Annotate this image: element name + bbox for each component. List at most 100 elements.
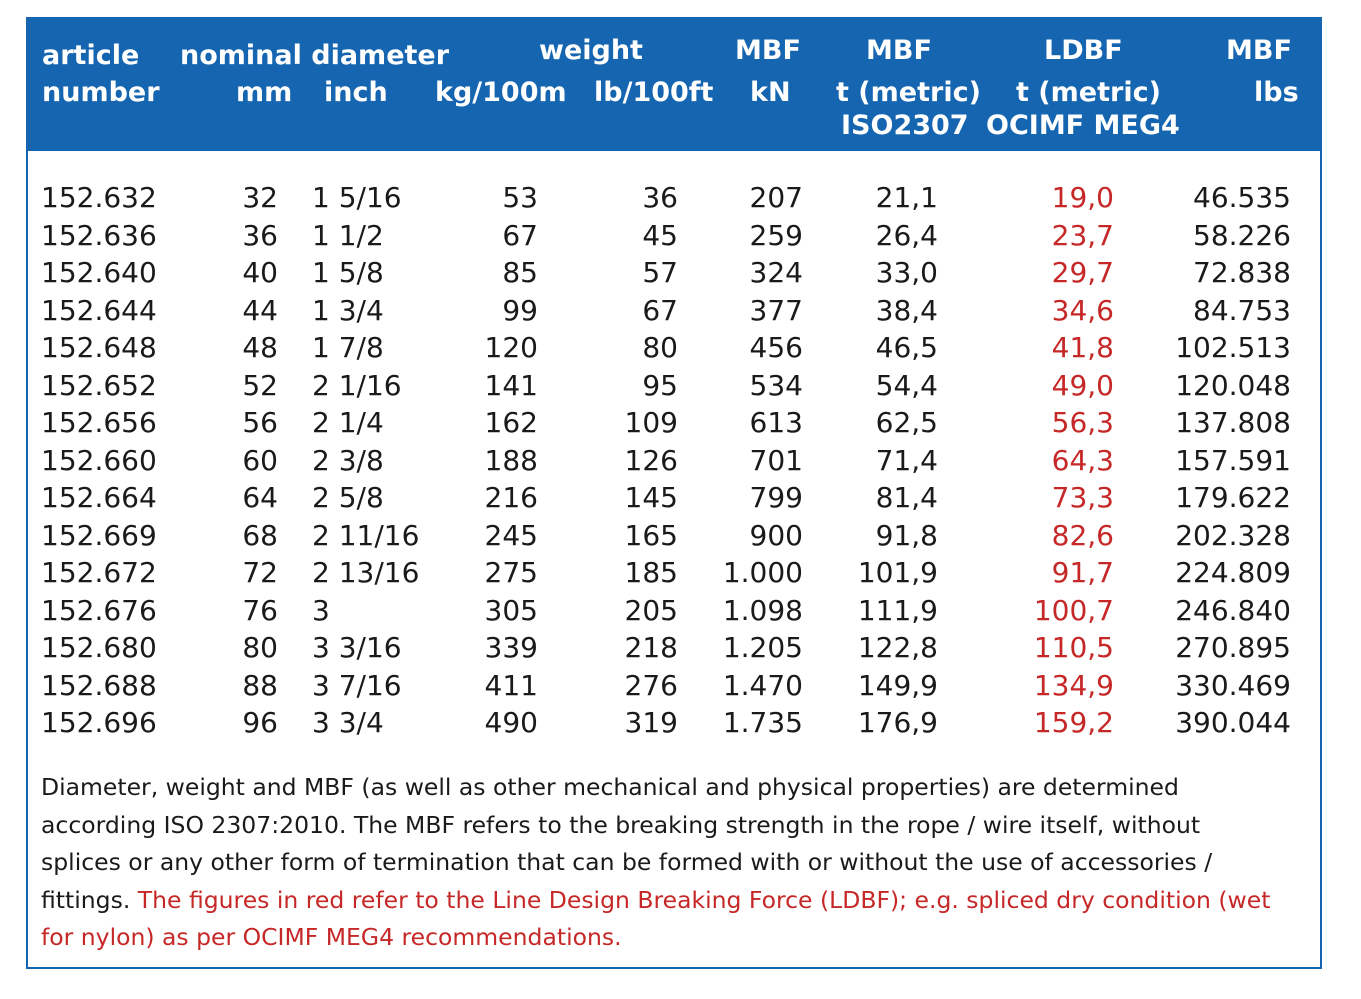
cell-article-number: 152.632 <box>41 181 157 214</box>
cell-mbf-lbs: 246.840 <box>1175 593 1291 627</box>
cell-diameter-mm: 40 <box>242 256 278 289</box>
cell-weight-kg: 216 <box>484 481 538 514</box>
table-header: article number nominal diameter mm inch … <box>28 19 1320 151</box>
cell-mbf-lbs: 102.513 <box>1175 331 1291 364</box>
cell-diameter-inch: 2 13/16 <box>312 556 420 589</box>
header-inch: inch <box>324 77 388 108</box>
cell-diameter-inch: 1 5/16 <box>312 181 402 214</box>
cell-ldbf-t: 23,7 <box>1051 218 1114 252</box>
cell-weight-kg: 53 <box>502 181 538 214</box>
cell-mbf-kn: 613 <box>749 406 803 439</box>
cell-weight-lb: 145 <box>624 481 678 514</box>
cell-diameter-mm: 68 <box>242 518 278 552</box>
cell-mbf-kn: 799 <box>749 481 803 514</box>
cell-diameter-inch: 3 3/16 <box>312 631 402 664</box>
header-number: number <box>42 77 160 108</box>
table-row: 152.660 60 2 3/8 188 126 701 71,4 64,3 157.591 <box>28 442 1320 480</box>
cell-article-number: 152.680 <box>41 631 157 664</box>
cell-ldbf-t: 49,0 <box>1051 368 1114 402</box>
cell-mbf-kn: 207 <box>749 181 803 214</box>
header-mbf-kn-title: MBF <box>735 35 801 66</box>
cell-weight-kg: 85 <box>502 256 538 289</box>
cell-weight-lb: 95 <box>642 368 678 402</box>
cell-diameter-mm: 48 <box>242 331 278 364</box>
cell-mbf-lbs: 390.044 <box>1175 706 1291 739</box>
table-row: 152.676 76 3 305 205 1.098 111,9 100,7 246.840 <box>28 592 1320 630</box>
cell-weight-lb: 165 <box>624 518 678 552</box>
footnote-red-text: The figures in red refer to the Line Des… <box>41 885 1271 952</box>
cell-diameter-inch: 2 1/4 <box>312 406 384 439</box>
cell-mbf-t: 21,1 <box>875 181 938 214</box>
cell-weight-kg: 275 <box>484 556 538 589</box>
cell-mbf-t: 38,4 <box>875 293 938 327</box>
cell-weight-lb: 185 <box>624 556 678 589</box>
cell-article-number: 152.640 <box>41 256 157 289</box>
cell-ldbf-t: 64,3 <box>1051 443 1114 477</box>
cell-mbf-lbs: 72.838 <box>1193 256 1291 289</box>
table-row: 152.672 72 2 13/16 275 185 1.000 101,9 91,7 224.… <box>28 554 1320 592</box>
cell-article-number: 152.644 <box>41 293 157 327</box>
cell-weight-lb: 205 <box>624 593 678 627</box>
cell-mbf-lbs: 46.535 <box>1193 181 1291 214</box>
cell-weight-lb: 67 <box>642 293 678 327</box>
cell-ldbf-t: 100,7 <box>1033 593 1114 627</box>
header-lbs: lbs <box>1254 77 1299 108</box>
cell-mbf-kn: 534 <box>749 368 803 402</box>
header-ldbf-unit: t (metric) <box>1016 77 1161 108</box>
header-ocimf-meg4: OCIMF MEG4 <box>986 110 1180 141</box>
cell-article-number: 152.660 <box>41 443 157 477</box>
table-body: 152.632 32 1 5/16 53 36 207 21,1 19,0 46.535 152.… <box>28 179 1320 742</box>
cell-weight-kg: 141 <box>484 368 538 402</box>
cell-article-number: 152.669 <box>41 518 157 552</box>
cell-diameter-inch: 3 <box>312 593 330 627</box>
cell-weight-kg: 339 <box>484 631 538 664</box>
cell-diameter-inch: 1 3/4 <box>312 293 384 327</box>
cell-diameter-inch: 1 7/8 <box>312 331 384 364</box>
cell-ldbf-t: 82,6 <box>1051 518 1114 552</box>
cell-mbf-kn: 377 <box>749 293 803 327</box>
cell-diameter-inch: 1 5/8 <box>312 256 384 289</box>
cell-mbf-lbs: 157.591 <box>1175 443 1291 477</box>
cell-article-number: 152.648 <box>41 331 157 364</box>
cell-diameter-mm: 96 <box>242 706 278 739</box>
header-mbf-lbs-title: MBF <box>1226 35 1292 66</box>
header-mbf-t-unit: t (metric) <box>836 77 981 108</box>
cell-weight-kg: 162 <box>484 406 538 439</box>
cell-weight-kg: 305 <box>484 593 538 627</box>
cell-weight-lb: 109 <box>624 406 678 439</box>
table-row: 152.652 52 2 1/16 141 95 534 54,4 49,0 120.048 <box>28 367 1320 405</box>
cell-weight-lb: 319 <box>624 706 678 739</box>
header-kn: kN <box>750 77 791 108</box>
cell-diameter-mm: 60 <box>242 443 278 477</box>
cell-diameter-mm: 80 <box>242 631 278 664</box>
cell-weight-lb: 218 <box>624 631 678 664</box>
table-row: 152.656 56 2 1/4 162 109 613 62,5 56,3 137.808 <box>28 404 1320 442</box>
cell-mbf-lbs: 179.622 <box>1175 481 1291 514</box>
cell-weight-lb: 57 <box>642 256 678 289</box>
cell-diameter-mm: 32 <box>242 181 278 214</box>
header-kg100m: kg/100m <box>435 77 567 108</box>
footnote-text: Diameter, weight and MBF (as well as oth… <box>41 773 1213 914</box>
cell-mbf-kn: 1.098 <box>722 593 803 627</box>
cell-mbf-t: 176,9 <box>857 706 938 739</box>
table-row: 152.632 32 1 5/16 53 36 207 21,1 19,0 46.535 <box>28 179 1320 217</box>
cell-weight-lb: 36 <box>642 181 678 214</box>
spec-table-frame: article number nominal diameter mm inch … <box>26 17 1322 969</box>
cell-weight-kg: 245 <box>484 518 538 552</box>
cell-ldbf-t: 41,8 <box>1051 331 1114 364</box>
cell-ldbf-t: 56,3 <box>1051 406 1114 439</box>
table-row: 152.669 68 2 11/16 245 165 900 91,8 82,6 202.328 <box>28 517 1320 555</box>
cell-ldbf-t: 134,9 <box>1033 668 1114 702</box>
cell-diameter-mm: 36 <box>242 218 278 252</box>
cell-ldbf-t: 91,7 <box>1051 556 1114 589</box>
cell-diameter-mm: 56 <box>242 406 278 439</box>
cell-article-number: 152.676 <box>41 593 157 627</box>
cell-mbf-t: 122,8 <box>857 631 938 664</box>
table-row: 152.640 40 1 5/8 85 57 324 33,0 29,7 72.838 <box>28 254 1320 292</box>
footnote: Diameter, weight and MBF (as well as oth… <box>41 769 1281 957</box>
table-row: 152.680 80 3 3/16 339 218 1.205 122,8 110,5 270.… <box>28 629 1320 667</box>
cell-mbf-t: 149,9 <box>857 668 938 702</box>
cell-mbf-lbs: 224.809 <box>1175 556 1291 589</box>
cell-mbf-kn: 701 <box>749 443 803 477</box>
table-row: 152.644 44 1 3/4 99 67 377 38,4 34,6 84.753 <box>28 292 1320 330</box>
